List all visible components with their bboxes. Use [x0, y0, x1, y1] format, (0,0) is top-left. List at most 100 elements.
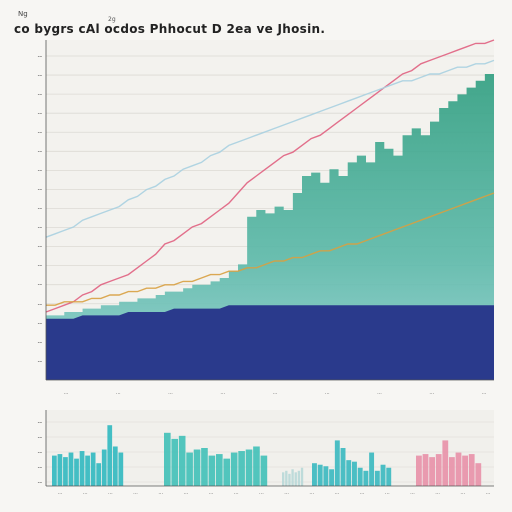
- bar: [238, 451, 245, 486]
- bar-x-tick-label: ...: [335, 490, 340, 496]
- bar-x-tick-label: ...: [460, 490, 465, 496]
- bar: [68, 452, 74, 486]
- bar-y-tick-label: --: [38, 419, 42, 426]
- bar: [429, 457, 435, 486]
- bar-x-tick-label: ...: [360, 490, 365, 496]
- bar: [386, 467, 392, 486]
- bar: [352, 461, 357, 486]
- y-tick-label: --: [38, 225, 42, 232]
- bar-x-tick-label: ...: [58, 490, 63, 496]
- bar-x-tick-label: ...: [410, 490, 415, 496]
- bar: [230, 452, 238, 486]
- x-tick-label: ...: [64, 390, 69, 396]
- x-tick-label: ...: [429, 390, 434, 396]
- x-tick-label: ...: [482, 390, 487, 396]
- bar-x-tick-label: ...: [234, 490, 239, 496]
- bar: [282, 472, 285, 486]
- bar: [422, 454, 429, 486]
- bar: [442, 440, 449, 486]
- bar-x-tick-label: ...: [284, 490, 289, 496]
- bar: [357, 467, 363, 486]
- y-tick-label: --: [38, 167, 42, 174]
- x-tick-label: ...: [377, 390, 382, 396]
- bar: [193, 449, 201, 486]
- x-tick-label: ...: [325, 390, 330, 396]
- bar: [85, 455, 90, 486]
- bar: [63, 457, 68, 486]
- bar: [245, 449, 253, 486]
- bar-x-tick-label: ...: [158, 490, 163, 496]
- y-tick-label: --: [38, 205, 42, 212]
- y-tick-label: --: [38, 110, 42, 117]
- bar: [118, 452, 124, 486]
- x-tick-label: ...: [168, 390, 173, 396]
- bar: [101, 449, 107, 486]
- bar: [369, 452, 375, 486]
- bar: [329, 469, 335, 486]
- bar: [462, 455, 468, 486]
- bar: [107, 425, 113, 486]
- bar: [312, 463, 317, 486]
- bar-x-tick-label: ...: [133, 490, 138, 496]
- x-tick-label: ...: [220, 390, 225, 396]
- line-series-3: [46, 192, 495, 306]
- bar: [317, 464, 323, 486]
- y-tick-label: --: [38, 186, 42, 193]
- bar-x-tick-label: ...: [209, 490, 214, 496]
- bar: [374, 470, 380, 486]
- y-tick-label: --: [38, 129, 42, 136]
- bar: [79, 451, 85, 486]
- bar: [178, 435, 186, 486]
- line-series-2: [45, 59, 495, 238]
- bar: [260, 455, 268, 486]
- bar: [216, 454, 223, 486]
- bar: [363, 470, 369, 486]
- line-series-1: [45, 39, 495, 313]
- bar: [435, 454, 442, 486]
- bar: [468, 454, 475, 486]
- bar: [171, 438, 179, 486]
- bar: [449, 457, 455, 486]
- bar: [112, 446, 118, 486]
- y-tick-label: --: [38, 72, 42, 79]
- y-tick-label: --: [38, 91, 42, 98]
- y-tick-label: --: [38, 263, 42, 270]
- bar-y-tick-label: --: [38, 479, 42, 486]
- bar: [74, 458, 79, 486]
- bar-x-tick-label: ...: [83, 490, 88, 496]
- bar-y-tick-label: --: [38, 434, 42, 441]
- bar: [288, 473, 291, 486]
- x-tick-label: ...: [273, 390, 278, 396]
- bar-x-tick-label: ...: [108, 490, 113, 496]
- bar-y-tick-label: --: [38, 464, 42, 471]
- bar: [297, 470, 301, 486]
- bar-y-tick-label: --: [38, 449, 42, 456]
- bar-x-tick-label: ...: [309, 490, 314, 496]
- y-tick-label: --: [38, 320, 42, 327]
- area-band-series: [46, 305, 494, 380]
- bar: [57, 454, 63, 486]
- bar: [285, 470, 288, 486]
- bar-x-tick-label: ...: [259, 490, 264, 496]
- bar-x-tick-label: ...: [183, 490, 188, 496]
- y-tick-label: --: [38, 148, 42, 155]
- bar: [455, 452, 462, 486]
- y-tick-label: --: [38, 244, 42, 251]
- bar: [208, 455, 216, 486]
- bar: [96, 463, 102, 486]
- y-tick-label: --: [38, 339, 42, 346]
- bar: [380, 464, 386, 486]
- bar-x-tick-label: ...: [385, 490, 390, 496]
- bar: [253, 446, 260, 486]
- bar: [340, 448, 346, 486]
- bar: [334, 440, 340, 486]
- bar: [164, 432, 171, 486]
- y-tick-label: --: [38, 301, 42, 308]
- bar: [90, 452, 96, 486]
- bar: [201, 448, 208, 486]
- bar: [323, 466, 329, 486]
- y-tick-label: --: [38, 282, 42, 289]
- bar: [346, 460, 352, 486]
- bar: [294, 472, 297, 486]
